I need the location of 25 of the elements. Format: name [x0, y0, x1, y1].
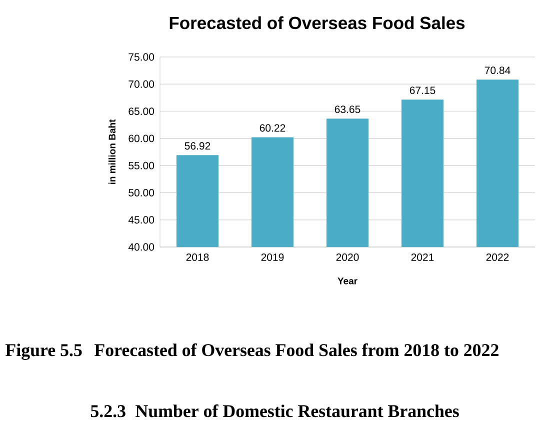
y-tick-label: 40.00 [128, 243, 154, 251]
y-tick-label: 75.00 [128, 53, 154, 61]
y-tick-label: 60.00 [128, 134, 154, 142]
caption: Figure 5.5 [6, 344, 82, 360]
data-label: 67.15 [410, 86, 436, 94]
data-label: 63.65 [334, 106, 360, 114]
x-tick-label: 2018 [186, 254, 209, 261]
data-label: 56.92 [184, 142, 210, 150]
y-tick-label: 55.00 [128, 162, 154, 170]
y-tick-label: 45.00 [128, 216, 154, 224]
text: Number of Domestic Restaurant Branches [136, 404, 459, 418]
x-tick-label: 2020 [336, 254, 359, 261]
y-tick-label: 65.00 [128, 108, 154, 116]
y-tick-label: 70.00 [128, 80, 154, 88]
data-label: 60.22 [260, 124, 286, 132]
x-tick-label: 2019 [261, 254, 284, 261]
data-label: 70.84 [484, 66, 510, 74]
chart-title: Forecasted of Overseas Food Sales [170, 16, 465, 30]
text: 5.2.3 [90, 405, 126, 418]
x-axis-title: Year [338, 278, 358, 284]
y-axis-title: in million Baht [108, 119, 116, 184]
x-tick-label: 2022 [486, 254, 509, 261]
y-tick-label: 50.00 [128, 189, 154, 196]
x-tick-label: 2021 [411, 254, 434, 261]
text: Forecasted of Overseas Food Sales from 2018 to 2022 [94, 343, 498, 356]
